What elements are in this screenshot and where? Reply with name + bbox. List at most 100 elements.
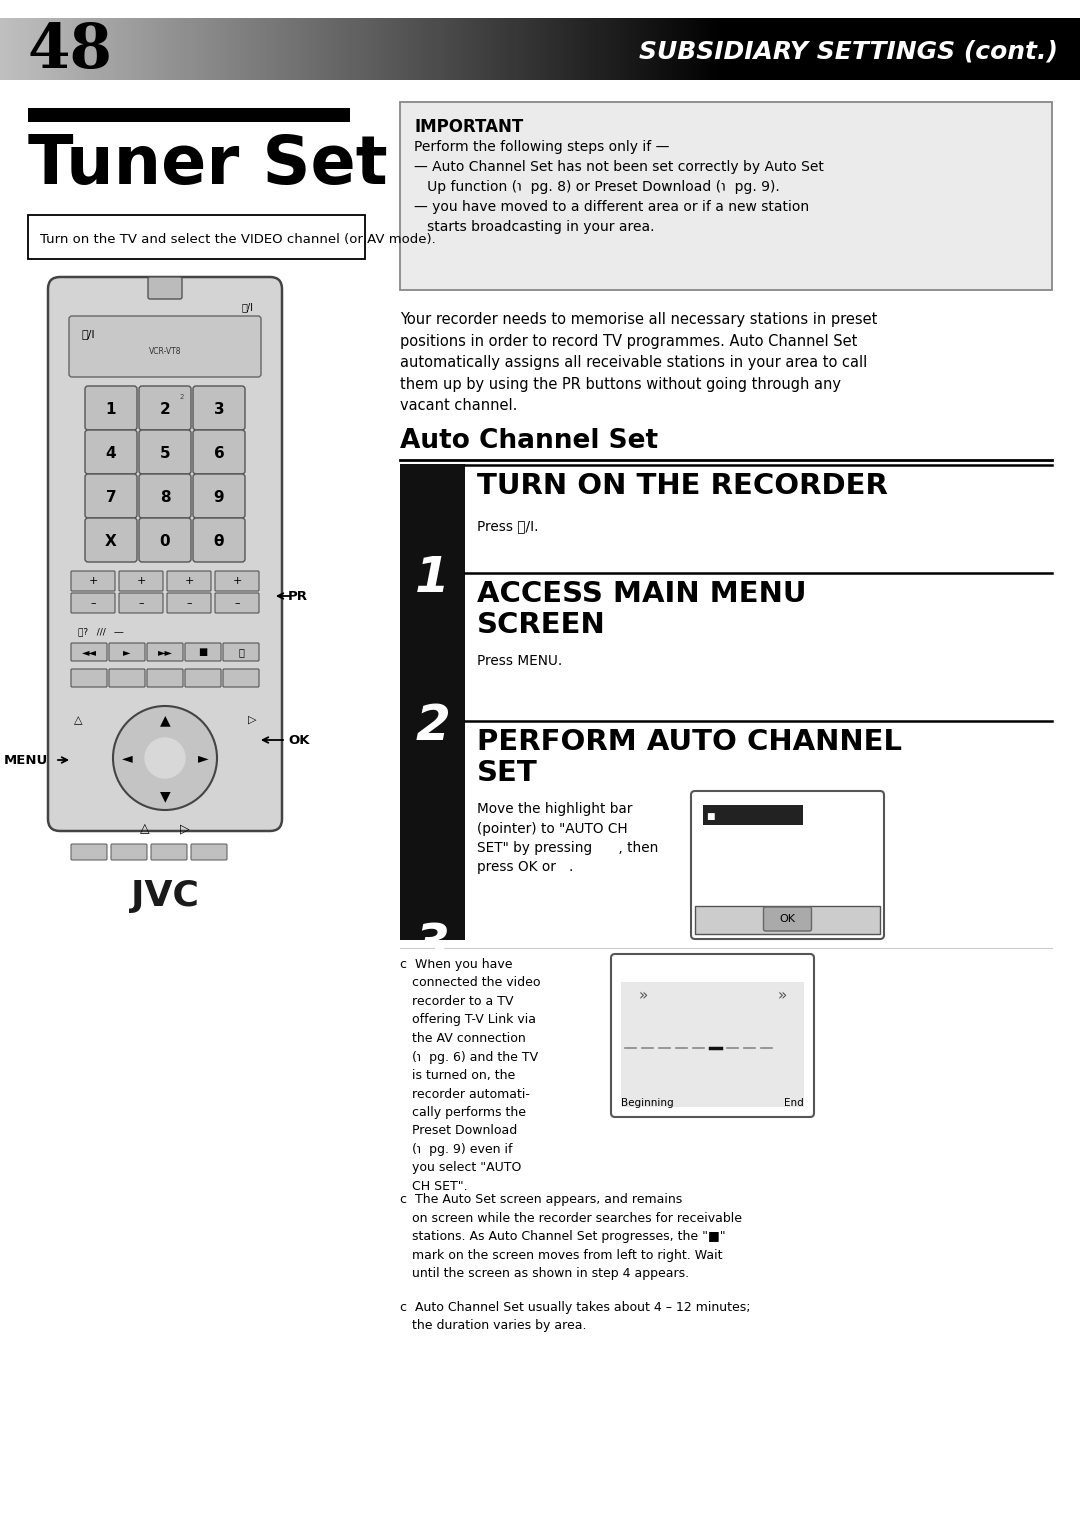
Bar [335,18,339,79]
Text: +: + [232,575,242,586]
Bar [302,18,307,79]
Circle shape [113,707,217,810]
Bar [256,18,260,79]
Text: –: – [234,598,240,607]
Bar [241,18,246,79]
Bar [969,18,973,79]
Bar [1051,18,1056,79]
Bar [580,18,584,79]
Bar [105,18,109,79]
Text: Move the highlight bar
(pointer) to "AUTO CH
SET" by pressing      , then
press : Move the highlight bar (pointer) to "AUT… [477,803,659,874]
Bar [651,18,657,79]
Bar [1040,18,1045,79]
Bar [828,18,833,79]
Bar [936,18,941,79]
Bar [699,18,703,79]
FancyBboxPatch shape [222,642,259,661]
Bar [591,18,595,79]
Bar [562,18,566,79]
Bar [727,18,732,79]
Bar [907,18,912,79]
Bar [839,18,843,79]
Bar [400,720,465,940]
Bar [889,18,894,79]
Text: 0: 0 [160,534,171,549]
Text: ■: ■ [706,812,715,821]
Text: Turn on the TV and select the VIDEO channel (or AV mode).: Turn on the TV and select the VIDEO chan… [40,232,435,246]
Bar [893,18,897,79]
Bar [904,18,908,79]
Bar [612,18,617,79]
Bar [537,18,541,79]
Bar [407,18,411,79]
Bar [25,18,30,79]
Text: ⏻/I: ⏻/I [242,302,254,311]
Bar [1034,18,1038,79]
Text: 9: 9 [214,490,225,505]
Bar [28,108,350,122]
Bar [1044,18,1049,79]
Bar [306,18,311,79]
Text: 1: 1 [415,554,450,601]
Bar [662,18,667,79]
Bar [1012,18,1016,79]
Bar [57,18,63,79]
Bar [759,18,765,79]
Bar [224,18,228,79]
Bar [295,18,300,79]
FancyBboxPatch shape [119,571,163,591]
Bar [403,18,408,79]
Bar [1029,18,1035,79]
Text: 8: 8 [160,490,171,505]
Bar [677,18,681,79]
Bar [659,18,663,79]
Bar [270,18,274,79]
FancyBboxPatch shape [71,668,107,687]
Bar [360,18,365,79]
Bar [619,18,624,79]
FancyBboxPatch shape [109,642,145,661]
FancyBboxPatch shape [85,517,137,562]
Bar [824,18,829,79]
Bar [940,18,944,79]
Bar [3,18,9,79]
Bar [435,18,441,79]
FancyBboxPatch shape [119,594,163,613]
FancyBboxPatch shape [611,954,814,1117]
FancyBboxPatch shape [151,844,187,861]
FancyBboxPatch shape [193,517,245,562]
Text: c  The Auto Set screen appears, and remains
   on screen while the recorder sear: c The Auto Set screen appears, and remai… [400,1193,742,1280]
Bar [670,18,674,79]
Bar [818,18,822,79]
Bar [943,18,948,79]
Bar [140,18,145,79]
Bar [489,18,495,79]
Bar [694,18,700,79]
Text: 2: 2 [160,403,171,418]
Bar [835,18,840,79]
Bar [1026,18,1030,79]
Text: 4: 4 [106,447,117,461]
Bar [349,18,354,79]
FancyBboxPatch shape [148,278,183,299]
Bar [14,18,19,79]
Bar [191,18,195,79]
Bar [918,18,922,79]
Bar [259,18,264,79]
Bar [867,18,873,79]
Bar [252,18,257,79]
Bar [915,18,919,79]
FancyBboxPatch shape [139,386,191,430]
Bar [511,18,516,79]
Bar [691,18,696,79]
Circle shape [145,739,185,778]
Bar [342,18,347,79]
Text: △: △ [73,716,82,725]
Bar [950,18,955,79]
Text: –: – [91,598,96,607]
Text: 48: 48 [28,21,113,81]
Bar [569,18,573,79]
Bar [515,18,519,79]
Bar [720,18,725,79]
Bar [457,18,462,79]
